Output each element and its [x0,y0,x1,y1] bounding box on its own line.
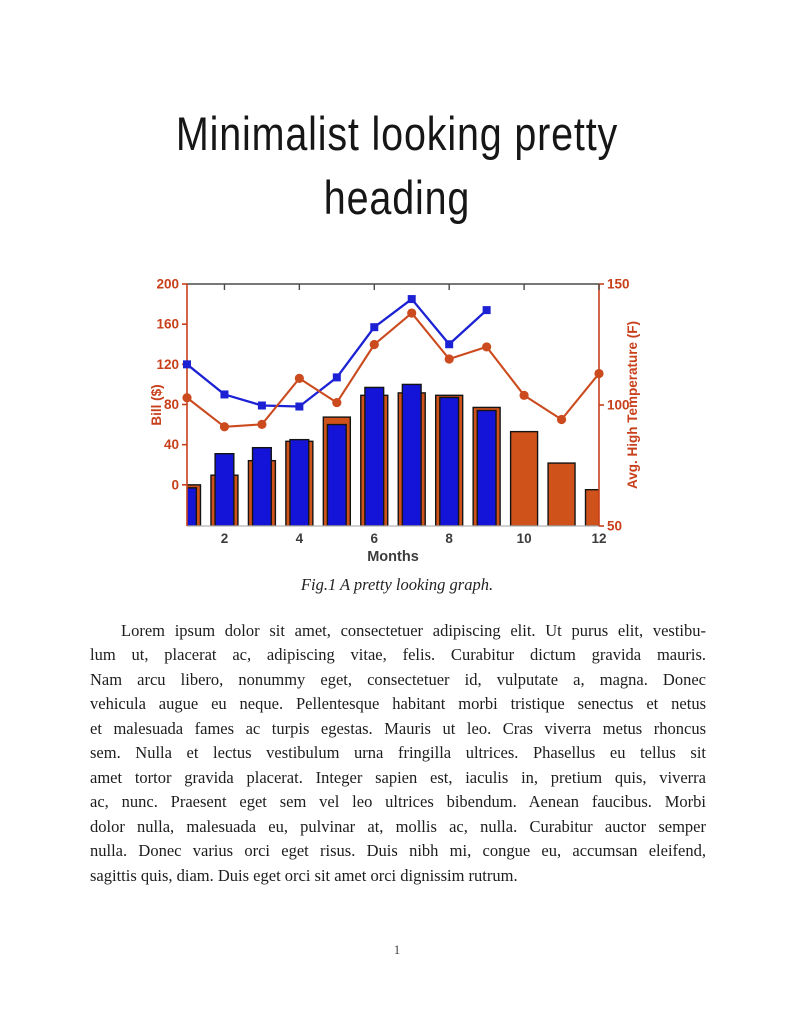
square-marker [295,402,304,411]
circle-marker [219,422,230,432]
left-tick-label: 160 [156,317,179,332]
bill-line-line [186,297,488,408]
right-tick-label: 100 [607,398,630,413]
square-marker [220,390,229,399]
x-tick-label: 4 [296,531,304,546]
x-tick-label: 12 [591,531,606,546]
left-tick-label: 0 [171,477,179,492]
body-text-line: ac, nunc. Praesent eget sem vel leo ultr… [90,792,706,812]
bill-bars-bar [401,383,422,526]
circle-marker [444,354,454,364]
bars-layer [187,383,599,526]
circle-marker [257,419,267,429]
circle-marker [482,342,492,352]
square-marker [370,323,379,332]
body-text-line: lum ut, placerat ac, adipiscing vitae, f… [90,645,706,665]
circle-marker [294,373,304,383]
body-paragraph: Lorem ipsum dolor sit amet, consectetuer… [90,619,706,888]
figure-chart: 0 40 80 120 160 200 50 100 150 2 4 6 8 10 12 Bill ($) Av… [147,276,647,595]
figure-caption: Fig.1 A pretty looking graph. [300,575,494,594]
circle-marker [594,368,604,379]
bill-bars-bar [187,487,198,526]
bill-bars-bar [289,438,310,526]
chart-svg: 0 40 80 120 160 200 50 100 150 2 4 6 8 10 12 Bill ($) Av… [149,277,640,566]
square-marker [183,360,191,369]
square-marker [257,401,266,410]
x-tick-label: 8 [445,531,453,546]
square-marker [482,306,491,315]
x-axis-title: Months [367,549,419,565]
circle-marker [182,393,192,403]
square-marker [332,373,341,382]
circle-marker [407,308,417,318]
body-text-line: Nam arcu libero, nonummy eget, consectet… [90,669,706,689]
bill-bars-bar [214,453,235,526]
body-text-line: Lorem ipsum dolor sit amet, consectetuer… [121,621,706,640]
body-text-line: amet tortor gravida placerat. Integer sa… [90,767,706,787]
page-title-line-2: heading [323,171,471,224]
body-text-line: dolor nulla, malesuada eu, pulvinar at, … [90,816,706,836]
circle-marker [369,339,379,350]
square-marker [445,340,454,349]
bill-bars-bar [439,396,460,526]
avg-high-temperature-bars-bar [547,462,576,526]
bill-bars-bar [326,423,347,526]
body-text-line: sem. Nulla et lectus vestibulum urna fri… [90,743,706,763]
body-text-line: nulla. Donec varius orci eget risus. Dui… [90,841,706,861]
left-tick-label: 120 [156,357,179,372]
page-title: Minimalist looking pretty heading [64,0,731,230]
body-text-line: et malesuada fames ac turpis egestas. Ma… [90,718,706,738]
right-axis-title: Avg. High Temperature (F) [625,321,640,489]
circle-marker [332,397,342,408]
left-tick-label: 80 [164,397,179,412]
avg-high-temperature-bars-bar [509,430,539,526]
body-text-line: vehicula augue eu neque. Pellentesque ha… [90,694,706,714]
left-tick-label: 200 [156,277,179,292]
square-marker [407,295,416,304]
bill-bars-bar [476,409,497,526]
right-tick-label: 50 [607,519,622,534]
left-tick-label: 40 [164,437,179,452]
page-number: 1 [393,942,401,957]
left-axis-title: Bill ($) [149,384,164,425]
right-tick-label: 150 [607,277,630,292]
x-tick-label: 10 [517,531,532,546]
circle-marker [556,414,567,425]
bill-bars-bar [251,446,272,526]
x-tick-label: 6 [371,531,379,546]
x-tick-label: 2 [221,531,229,546]
bill-bars-bar [364,386,385,526]
page-title-line-1: Minimalist looking pretty [175,107,619,160]
circle-marker [519,390,529,400]
body-text-line: sagittis quis, diam. Duis eget orci sit … [90,865,518,885]
temperature-line-line [186,311,600,428]
